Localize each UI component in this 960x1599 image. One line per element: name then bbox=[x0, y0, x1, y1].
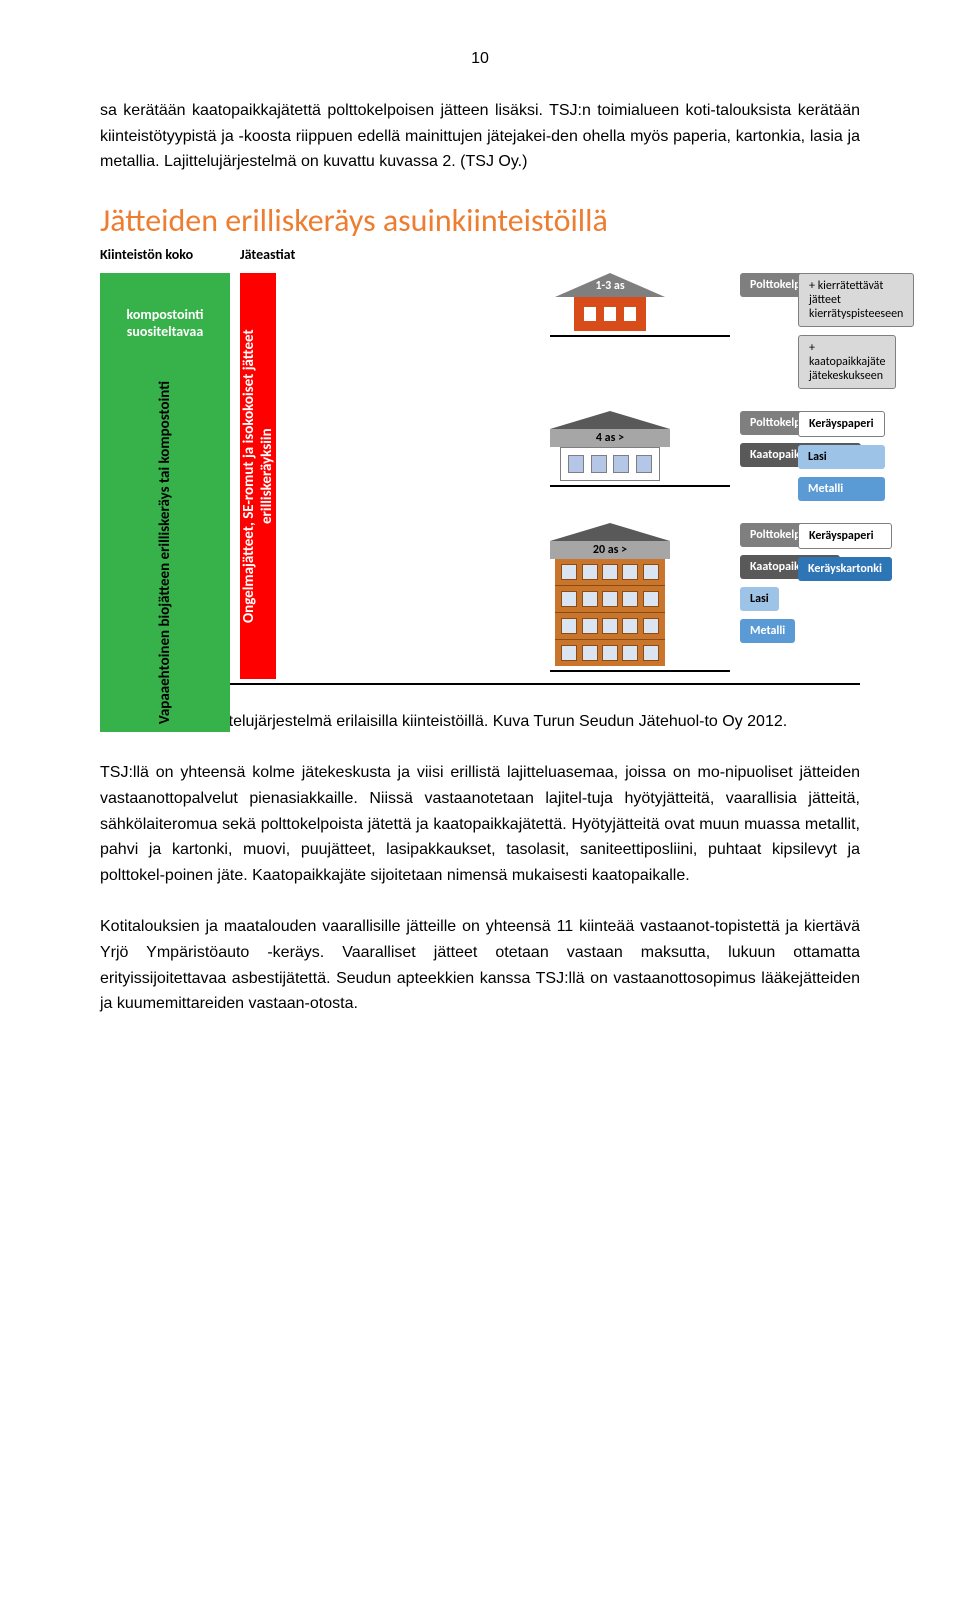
chip-extra-2: + kaatopaikkajäte jätekeskukseen bbox=[798, 335, 896, 389]
chip-paperi-3: Keräyspaperi bbox=[798, 523, 892, 549]
green-top-text: kompostointi suositeltavaa bbox=[100, 300, 230, 346]
chip-extra-1: + kierrätettävät jätteet kierrätyspistee… bbox=[798, 273, 914, 327]
paragraph-2: TSJ:llä on yhteensä kolme jätekeskusta j… bbox=[100, 760, 860, 888]
green-bottom-text: Vapaaehtoinen biojätteen erilliskeräys t… bbox=[154, 373, 176, 732]
house-medium-label: 4 as > bbox=[550, 429, 670, 447]
chip-lasi-3: Lasi bbox=[740, 587, 779, 611]
green-column: kompostointi suositeltavaa Vapaaehtoinen… bbox=[100, 273, 230, 663]
col-header-size: Kiinteistön koko bbox=[100, 246, 230, 263]
chip-metalli-3: Metalli bbox=[740, 619, 795, 643]
house-large: 20 as > bbox=[550, 523, 670, 666]
infographic-title: Jätteiden erilliskeräys asuinkiinteistöi… bbox=[100, 201, 860, 240]
col-header-bins: Jäteastiat bbox=[240, 246, 730, 263]
infographic-container: Jätteiden erilliskeräys asuinkiinteistöi… bbox=[100, 201, 860, 685]
chip-lasi-2: Lasi bbox=[798, 445, 885, 469]
chip-paperi-2: Keräyspaperi bbox=[798, 411, 885, 437]
house-small: 1-3 as bbox=[550, 273, 670, 331]
red-column: Ongelmajätteet, SE-romut ja isokokoiset … bbox=[240, 273, 276, 679]
chip-metalli-2: Metalli bbox=[798, 477, 885, 501]
paragraph-1: sa kerätään kaatopaikkajätettä polttokel… bbox=[100, 98, 860, 175]
chip-kartonki-3: Keräyskartonki bbox=[798, 557, 892, 581]
house-medium: 4 as > bbox=[550, 411, 670, 481]
paragraph-3: Kotitalouksien ja maatalouden vaarallisi… bbox=[100, 914, 860, 1016]
house-large-label: 20 as > bbox=[550, 541, 670, 559]
house-small-label: 1-3 as bbox=[550, 279, 670, 293]
page-number: 10 bbox=[100, 50, 860, 68]
